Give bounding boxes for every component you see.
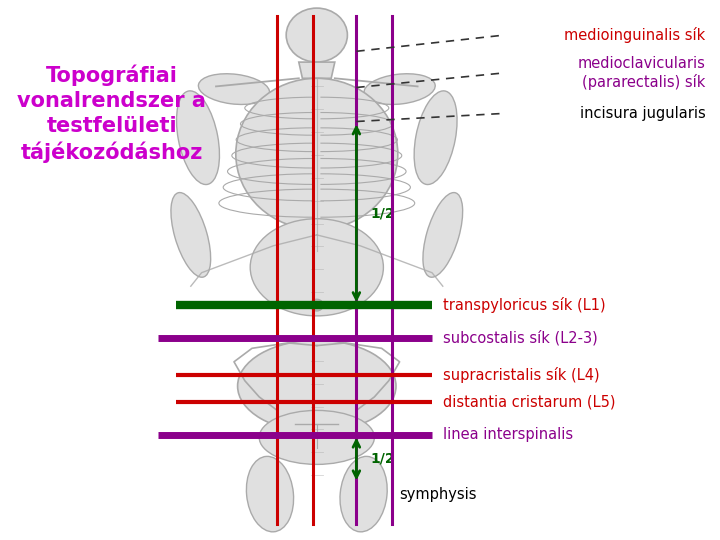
Ellipse shape: [238, 340, 396, 432]
Ellipse shape: [259, 410, 374, 464]
Ellipse shape: [236, 78, 397, 230]
Text: incisura jugularis: incisura jugularis: [580, 106, 706, 121]
Text: supracristalis sík (L4): supracristalis sík (L4): [443, 367, 600, 383]
Text: transpyloricus sík (L1): transpyloricus sík (L1): [443, 297, 606, 313]
Ellipse shape: [364, 74, 435, 104]
Ellipse shape: [310, 299, 323, 311]
Ellipse shape: [171, 193, 211, 277]
Ellipse shape: [251, 219, 384, 316]
Text: 1/2: 1/2: [371, 452, 395, 466]
Polygon shape: [299, 62, 335, 78]
Text: subcostalis sík (L2-3): subcostalis sík (L2-3): [443, 330, 598, 345]
Ellipse shape: [414, 91, 457, 185]
Ellipse shape: [287, 8, 348, 62]
Ellipse shape: [423, 193, 463, 277]
Text: medioclavicularis
(pararectalis) sík: medioclavicularis (pararectalis) sík: [577, 56, 706, 90]
Text: distantia cristarum (L5): distantia cristarum (L5): [443, 395, 616, 410]
Ellipse shape: [246, 456, 294, 532]
Text: symphysis: symphysis: [400, 487, 477, 502]
Text: linea interspinalis: linea interspinalis: [443, 427, 573, 442]
Text: Topográfiai
vonalrendszer a
testfelületi
tájékozódáshoz: Topográfiai vonalrendszer a testfelületi…: [17, 65, 206, 163]
Text: medioinguinalis sík: medioinguinalis sík: [564, 27, 706, 43]
Ellipse shape: [199, 74, 269, 104]
Ellipse shape: [176, 91, 220, 185]
Ellipse shape: [340, 456, 387, 532]
Text: 1/2: 1/2: [371, 206, 395, 220]
